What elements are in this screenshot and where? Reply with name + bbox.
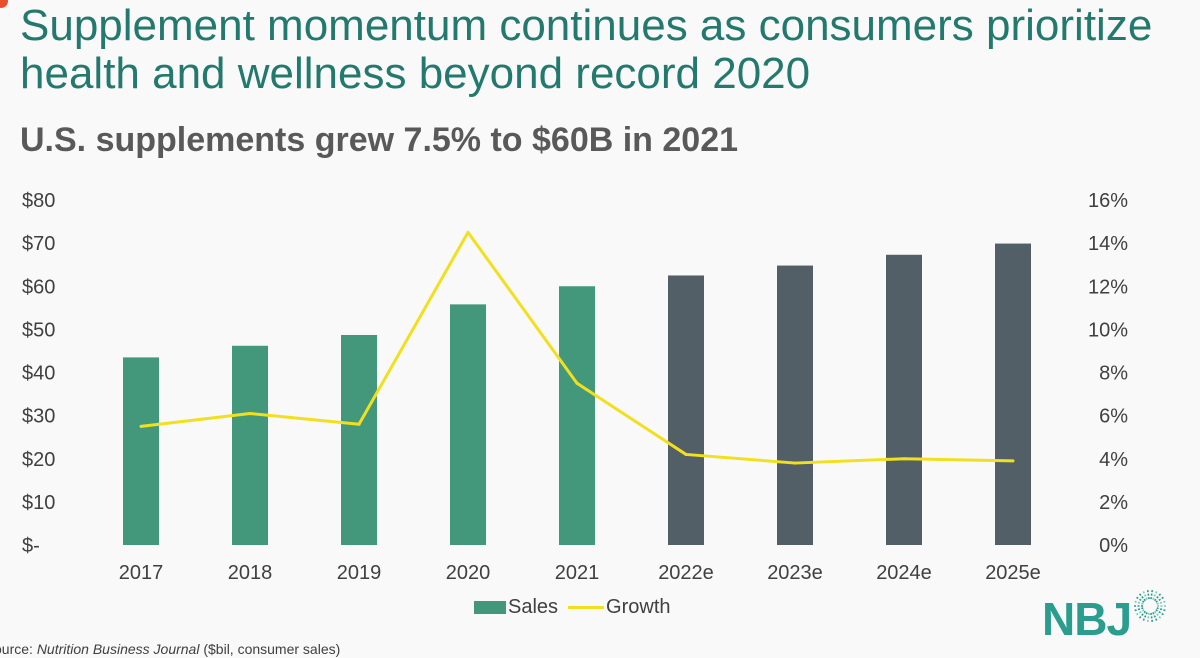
growth-point [466, 230, 470, 234]
x-tick-label: 2019 [337, 562, 382, 584]
sales-bar [777, 265, 813, 545]
legend-growth-label: Growth [606, 596, 671, 618]
sales-bar [232, 345, 268, 545]
logo-text: NBJ [1042, 593, 1132, 645]
growth-point [575, 381, 579, 385]
growth-point [1011, 459, 1015, 463]
right-tick-label: 12% [1088, 276, 1128, 298]
x-tick-label: 2021 [555, 562, 600, 584]
growth-point [684, 452, 688, 456]
left-tick-label: $70 [22, 233, 55, 255]
legend-growth-swatch [568, 606, 605, 609]
left-axis-ticks: $- $10 $20 $30 $40 $50 $60 $70 $80 [22, 190, 55, 557]
x-axis-ticks: 2017 2018 2019 2020 2021 2022e 2023e 2024e 2025e [119, 562, 1041, 584]
left-tick-label: $30 [22, 406, 55, 428]
slide-corner-marker [0, 0, 8, 8]
left-tick-label: $60 [22, 276, 55, 298]
source-detail: ($bil, consumer sales) [199, 641, 341, 657]
nbj-logo: NBJ [1038, 586, 1168, 652]
sales-bar [995, 243, 1031, 545]
right-tick-label: 14% [1088, 233, 1128, 255]
slide-title: Supplement momentum continues as consume… [20, 1, 1153, 98]
legend-sales-label: Sales [508, 596, 559, 618]
growth-point [357, 422, 361, 426]
left-tick-label: $50 [22, 319, 55, 341]
right-tick-label: 8% [1099, 363, 1128, 385]
right-tick-label: 4% [1099, 449, 1128, 471]
left-tick-label: $40 [22, 363, 55, 385]
left-tick-label: $- [22, 535, 40, 557]
right-tick-label: 2% [1099, 492, 1128, 514]
growth-series [139, 230, 1015, 465]
legend-sales-swatch [474, 601, 506, 614]
right-tick-label: 10% [1088, 319, 1128, 341]
growth-point [139, 424, 143, 428]
logo-burst-icon [1133, 589, 1167, 623]
right-tick-label: 6% [1099, 406, 1128, 428]
sales-bar [450, 304, 486, 545]
x-tick-label: 2020 [446, 562, 491, 584]
x-tick-label: 2018 [228, 562, 273, 584]
x-tick-label: 2024e [876, 562, 932, 584]
source-note: ource: Nutrition Business Journal ($bil,… [0, 641, 340, 657]
right-tick-label: 16% [1088, 190, 1128, 212]
source-publication: Nutrition Business Journal [36, 641, 200, 657]
left-tick-label: $20 [22, 449, 55, 471]
x-tick-label: 2017 [119, 562, 164, 584]
left-tick-label: $80 [22, 190, 55, 212]
source-prefix: ource: [0, 641, 33, 657]
sales-bar [668, 275, 704, 545]
sales-bars [123, 243, 1031, 546]
right-tick-label: 0% [1099, 535, 1128, 557]
growth-point [248, 411, 252, 415]
growth-point [793, 461, 797, 465]
x-tick-label: 2023e [767, 562, 823, 584]
x-tick-label: 2025e [985, 562, 1041, 584]
growth-point [902, 457, 906, 461]
sales-bar [886, 254, 922, 546]
chart-legend: Sales Growth [474, 596, 671, 619]
left-tick-label: $10 [22, 492, 55, 514]
x-tick-label: 2022e [658, 562, 714, 584]
right-axis-ticks: 0% 2% 4% 6% 8% 10% 12% 14% 16% [1088, 190, 1128, 557]
sales-bar [559, 286, 595, 545]
sales-bar [341, 334, 377, 545]
slide-subtitle: U.S. supplements grew 7.5% to $60B in 20… [20, 121, 739, 159]
sales-bar [123, 357, 159, 545]
